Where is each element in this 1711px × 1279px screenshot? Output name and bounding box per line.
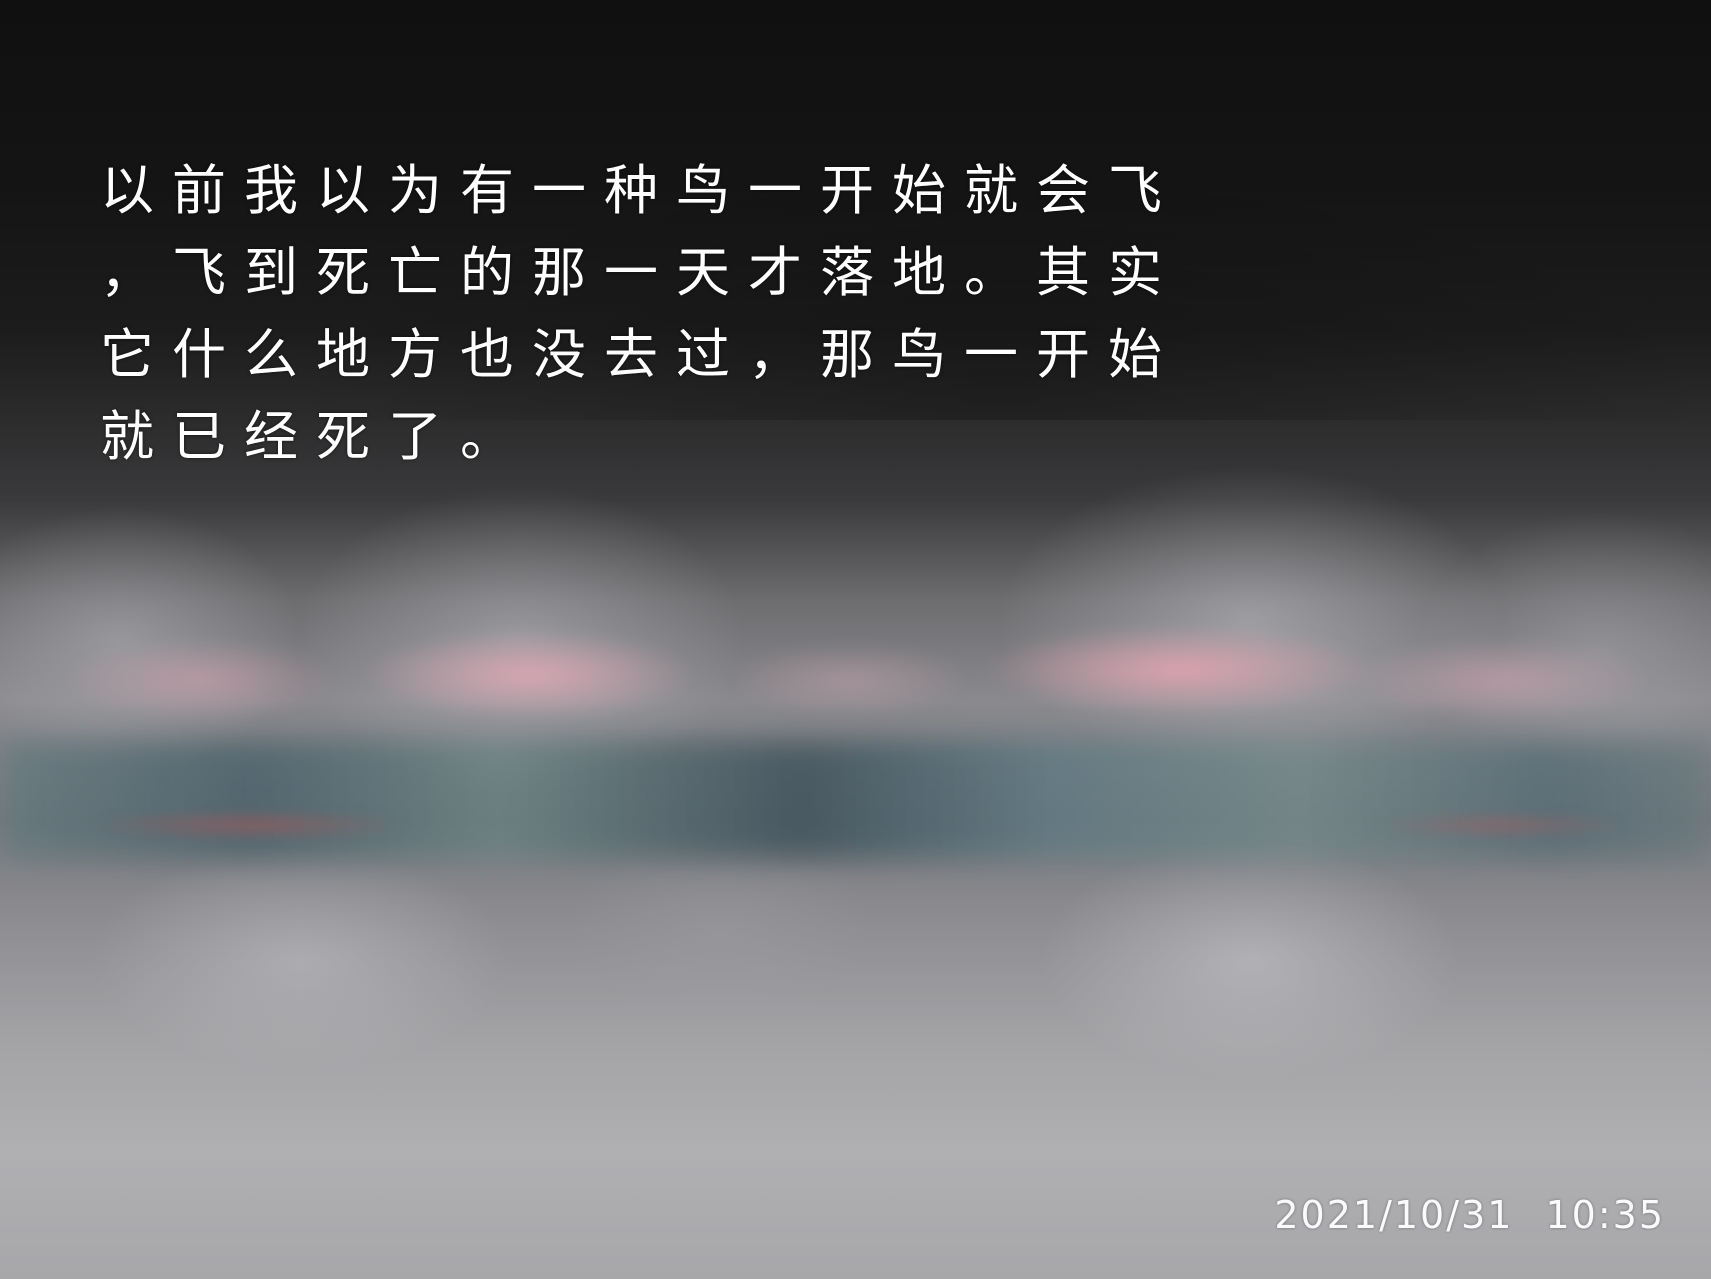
caption-line-1: 以前我以为有一种鸟一开始就会飞 [100,159,1180,222]
caption-line-2: ，飞到死亡的那一天才落地。其实 [100,241,1180,304]
photo-timestamp: 2021/10/31 10:35 [1274,1193,1665,1237]
photo-dark-sky [0,0,1711,420]
photo-pink-blur-band [0,620,1711,730]
timestamp-time: 10:35 [1545,1193,1665,1237]
photo-red-blur-band [0,805,1711,845]
timestamp-date: 2021/10/31 [1274,1193,1514,1237]
overlay-caption: 以前我以为有一种鸟一开始就会飞 ，飞到死亡的那一天才落地。其实 它什么地方也没去… [100,150,1200,478]
caption-line-3: 它什么地方也没去过，那鸟一开始 [100,323,1180,386]
caption-line-4: 就已经死了。 [100,405,532,468]
